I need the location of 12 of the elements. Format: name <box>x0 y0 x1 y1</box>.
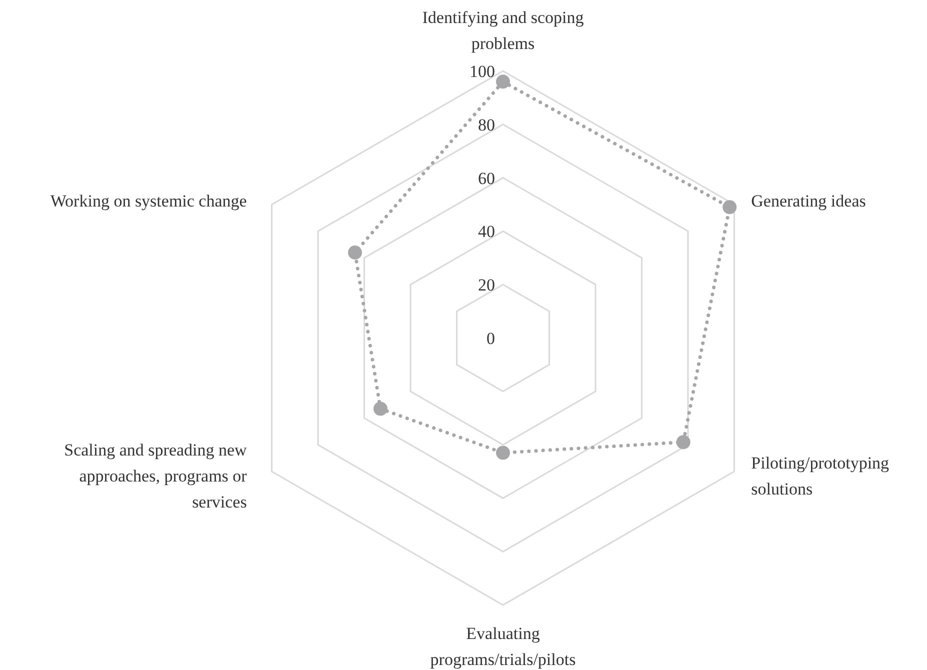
y-tick-label: 80 <box>478 115 495 134</box>
spoke-label: Generating ideas <box>751 192 866 210</box>
spoke-label: Working on systemic change <box>50 192 247 210</box>
y-tick-label: 60 <box>478 168 495 188</box>
y-tick-label: 40 <box>478 222 495 242</box>
y-tick-label: 0 <box>486 329 495 348</box>
spoke-label: Identifying and scoping problems <box>422 8 584 53</box>
spoke-label: Piloting/prototyping solutions <box>751 454 890 498</box>
y-tick-label: 100 <box>470 62 495 81</box>
y-tick-label: 20 <box>478 276 495 295</box>
spoke-label: Scaling and spreading new approaches, programs or services <box>64 440 248 512</box>
spoke-label: Evaluating programs/trials/pilots <box>430 624 576 669</box>
